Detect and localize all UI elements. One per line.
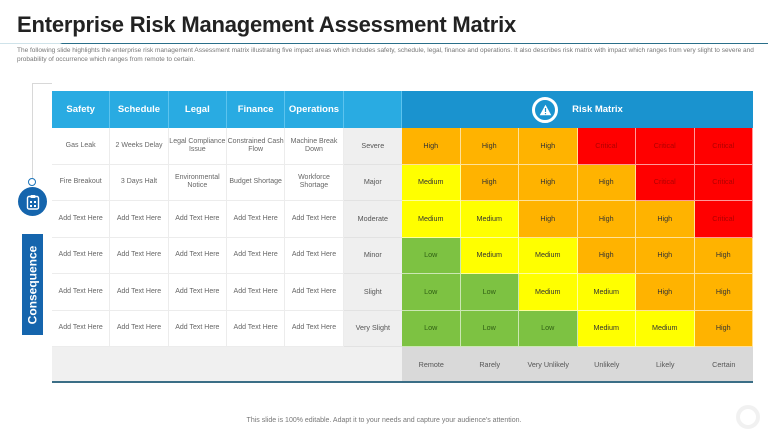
consequence-axis-label: Consequence <box>22 234 43 335</box>
impact-cell[interactable]: Add Text Here <box>285 201 344 238</box>
risk-cell-high: High <box>577 201 636 238</box>
page-title: Enterprise Risk Management Assessment Ma… <box>17 12 517 37</box>
risk-cell-high: High <box>402 128 461 165</box>
risk-cell-low: Low <box>460 274 519 311</box>
risk-cell-low: Low <box>402 310 461 347</box>
impact-cell[interactable]: 2 Weeks Delay <box>110 128 169 165</box>
severity-label: Moderate <box>343 201 402 238</box>
probability-label: Likely <box>636 347 695 381</box>
severity-header-blank <box>343 91 402 128</box>
risk-cell-high: High <box>694 310 753 347</box>
risk-cell-medium: Medium <box>636 310 695 347</box>
risk-cell-low: Low <box>402 237 461 274</box>
risk-cell-medium: Medium <box>460 237 519 274</box>
severity-label: Severe <box>343 128 402 165</box>
impact-cell[interactable]: Add Text Here <box>110 237 169 274</box>
severity-label: Major <box>343 164 402 201</box>
risk-cell-high: High <box>519 201 578 238</box>
risk-cell-high: High <box>636 237 695 274</box>
risk-cell-high: High <box>636 201 695 238</box>
impact-cell[interactable]: Add Text Here <box>226 237 286 274</box>
probability-label: Remote <box>402 347 461 381</box>
risk-cell-medium: Medium <box>519 237 578 274</box>
impact-cell[interactable]: Add Text Here <box>52 274 111 311</box>
probability-label: Certain <box>694 347 753 381</box>
risk-cell-medium: Medium <box>577 274 636 311</box>
risk-cell-high: High <box>519 164 578 201</box>
impact-cell[interactable]: Add Text Here <box>226 201 286 238</box>
risk-cell-medium: Medium <box>460 201 519 238</box>
severity-label: Minor <box>343 237 402 274</box>
impact-cell[interactable]: Add Text Here <box>285 237 344 274</box>
risk-matrix-title: Risk Matrix <box>572 104 623 115</box>
impact-cell[interactable]: Add Text Here <box>52 237 111 274</box>
page-subtitle: The following slide highlights the enter… <box>17 47 754 63</box>
risk-cell-medium: Medium <box>577 310 636 347</box>
risk-cell-medium: Medium <box>402 201 461 238</box>
impact-cell[interactable]: Add Text Here <box>168 201 227 238</box>
risk-cell-high: High <box>694 237 753 274</box>
risk-cell-critical: Critical <box>694 201 753 238</box>
impact-cell[interactable]: Budget Shortage <box>226 164 286 201</box>
impact-cell[interactable]: Add Text Here <box>168 274 227 311</box>
risk-cell-high: High <box>519 128 578 165</box>
impact-cell[interactable]: Add Text Here <box>285 274 344 311</box>
impact-cell[interactable]: Add Text Here <box>110 201 169 238</box>
impact-cell[interactable]: Add Text Here <box>52 310 111 347</box>
risk-matrix-header: Risk Matrix <box>402 91 753 128</box>
footer-note: This slide is 100% editable. Adapt it to… <box>246 417 522 424</box>
column-header-finance: Finance <box>226 91 286 128</box>
probability-label: Unlikely <box>577 347 636 381</box>
risk-cell-critical: Critical <box>636 128 695 165</box>
impact-cell[interactable]: Gas Leak <box>52 128 111 165</box>
column-header-schedule: Schedule <box>110 91 169 128</box>
risk-cell-high: High <box>636 274 695 311</box>
impact-cell[interactable]: Environmental Notice <box>168 164 227 201</box>
risk-cell-low: Low <box>460 310 519 347</box>
risk-cell-high: High <box>460 128 519 165</box>
impact-cell[interactable]: Add Text Here <box>285 310 344 347</box>
impact-cell[interactable]: Add Text Here <box>52 201 111 238</box>
impact-cell[interactable]: Add Text Here <box>168 237 227 274</box>
risk-cell-medium: Medium <box>402 164 461 201</box>
impact-cell[interactable]: 3 Days Halt <box>110 164 169 201</box>
impact-cell[interactable]: Machine Break Down <box>285 128 344 165</box>
impact-cell[interactable]: Add Text Here <box>110 274 169 311</box>
impact-cell[interactable]: Add Text Here <box>168 310 227 347</box>
probability-label: Rarely <box>460 347 519 381</box>
footer-blank-area <box>52 347 402 381</box>
gear-icon <box>736 405 760 429</box>
impact-cell[interactable]: Fire Breakout <box>52 164 111 201</box>
risk-cell-critical: Critical <box>694 164 753 201</box>
risk-cell-high: High <box>577 164 636 201</box>
risk-cell-high: High <box>460 164 519 201</box>
impact-cell[interactable]: Workforce Shortage <box>285 164 344 201</box>
risk-cell-critical: Critical <box>636 164 695 201</box>
column-header-safety: Safety <box>52 91 111 128</box>
impact-cell[interactable]: Add Text Here <box>110 310 169 347</box>
column-header-operations: Operations <box>285 91 344 128</box>
connector-dot <box>28 178 36 186</box>
impact-cell[interactable]: Add Text Here <box>226 274 286 311</box>
probability-label: Very Unlikely <box>519 347 578 381</box>
risk-cell-high: High <box>694 274 753 311</box>
warning-triangle-icon <box>532 96 559 123</box>
risk-assessment-matrix: Risk Matrix Safety Schedule Legal Finance Op… <box>52 91 753 383</box>
clipboard-icon <box>18 187 47 216</box>
risk-cell-high: High <box>577 237 636 274</box>
severity-label: Very Slight <box>343 310 402 347</box>
risk-cell-critical: Critical <box>694 128 753 165</box>
risk-cell-critical: Critical <box>577 128 636 165</box>
column-header-legal: Legal <box>168 91 227 128</box>
impact-cell[interactable]: Legal Compliance Issue <box>168 128 227 165</box>
connector-line <box>32 83 52 183</box>
risk-cell-low: Low <box>519 310 578 347</box>
severity-label: Slight <box>343 274 402 311</box>
title-divider <box>0 43 768 44</box>
risk-cell-medium: Medium <box>519 274 578 311</box>
impact-cell[interactable]: Add Text Here <box>226 310 286 347</box>
risk-cell-low: Low <box>402 274 461 311</box>
impact-cell[interactable]: Constrained Cash Flow <box>226 128 286 165</box>
